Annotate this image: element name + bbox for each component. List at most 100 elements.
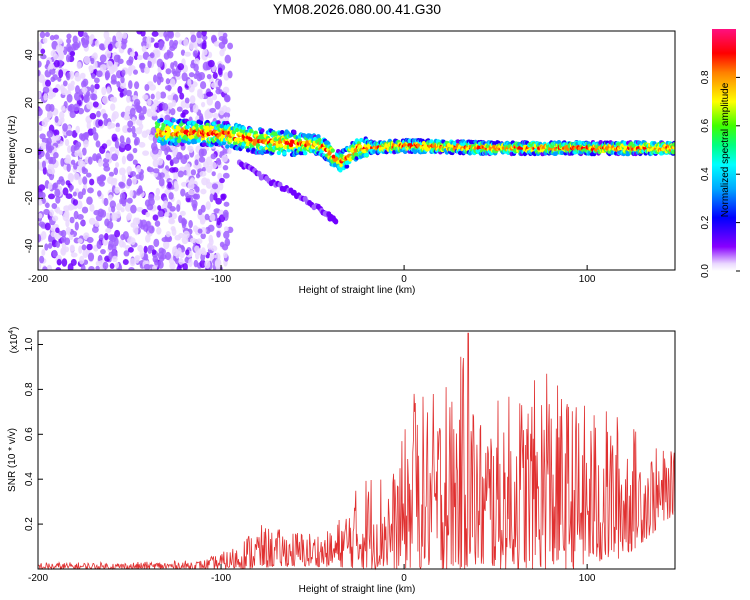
spectrogram-noise-cell xyxy=(202,48,208,56)
spectrogram-noise-cell xyxy=(90,84,95,94)
spectrogram-noise-cell xyxy=(60,105,66,112)
spectrogram-noise-cell xyxy=(210,34,217,43)
spectrogram-noise-cell xyxy=(141,45,147,53)
spectrogram-noise-cell xyxy=(204,213,210,221)
spectrogram-noise-cell xyxy=(133,69,138,75)
spectrogram-noise-cell xyxy=(194,159,199,166)
spectrogram-noise-cell xyxy=(43,208,50,215)
spectrogram-noise-cell xyxy=(111,212,117,221)
spectrogram-noise-cell xyxy=(127,247,134,253)
spectrogram-noise-cell xyxy=(206,91,214,97)
spectrogram-noise-cell xyxy=(192,50,198,58)
spectrogram-noise-cell xyxy=(141,105,147,115)
spectrogram-noise-cell xyxy=(223,252,228,259)
spectrogram-noise-cell xyxy=(144,66,150,74)
spectrogram-noise-cell xyxy=(55,44,63,54)
spectrogram-noise-cell xyxy=(94,39,100,47)
x-tick-label: -100 xyxy=(211,274,231,285)
spectrogram-noise-cell xyxy=(119,91,124,98)
spectrogram-noise-cell xyxy=(79,255,85,265)
spectrogram-noise-cell xyxy=(100,209,107,218)
spectrogram-noise-cell xyxy=(159,91,167,99)
spectrogram-noise-cell xyxy=(74,72,80,79)
spectrogram-noise-cell xyxy=(121,69,126,77)
spectrogram-noise-cell xyxy=(188,145,194,154)
x-tick-label: 100 xyxy=(579,274,596,285)
spectrogram-noise-cell xyxy=(134,226,139,236)
spectrogram-noise-cell xyxy=(188,220,193,229)
spectrogram-noise-cell xyxy=(177,63,185,71)
spectrogram-noise-cell xyxy=(96,240,102,249)
spectrogram-noise-cell xyxy=(225,96,231,103)
spectrogram-noise-cell xyxy=(45,151,50,160)
x-tick-label: -200 xyxy=(28,274,48,285)
spectrogram-noise-cell xyxy=(78,133,84,140)
spectrogram-noise-cell xyxy=(53,59,60,68)
spectrogram-noise-cell xyxy=(134,136,140,146)
spectrogram-band-cell xyxy=(245,148,251,153)
spectrogram-noise-cell xyxy=(122,32,128,39)
spectrogram-noise-cell xyxy=(142,150,150,156)
spectrogram-noise-cell xyxy=(44,243,49,251)
spectrogram-noise-cell xyxy=(126,153,134,162)
spectrogram-band-cell xyxy=(248,137,253,142)
spectrogram-noise-cell xyxy=(205,201,211,210)
spectrogram-noise-cell xyxy=(126,197,133,204)
spectrogram-noise-cell xyxy=(111,244,117,253)
spectrogram-noise-cell xyxy=(147,245,153,254)
spectrogram-noise-cell xyxy=(90,93,96,101)
spectrogram-noise-cell xyxy=(125,214,131,221)
spectrogram-noise-cell xyxy=(209,193,214,203)
spectrogram-noise-cell xyxy=(38,262,42,270)
spectrogram-noise-cell xyxy=(50,231,57,238)
spectrogram-noise-cell xyxy=(201,42,207,50)
spectrogram-noise-cell xyxy=(138,141,146,148)
spectrogram-noise-cell xyxy=(81,147,87,156)
spectrogram-noise-cell xyxy=(199,259,206,269)
spectrogram-noise-cell xyxy=(115,126,121,133)
spectrogram-noise-cell xyxy=(122,231,129,240)
spectrogram-noise-cell xyxy=(101,86,107,96)
spectrogram-band-cell xyxy=(169,135,174,140)
spectrogram-noise-cell xyxy=(179,92,185,100)
spectrogram-noise-cell xyxy=(110,74,117,83)
spectrogram-noise-cell xyxy=(39,255,45,264)
spectrogram-band-cell xyxy=(354,155,360,161)
spectrogram-noise-cell xyxy=(79,72,86,79)
spectrogram-noise-cell xyxy=(92,226,99,233)
spectrogram-noise-cell xyxy=(50,92,56,98)
spectrogram-noise-cell xyxy=(147,59,152,69)
spectrogram-noise-cell xyxy=(83,96,89,102)
spectrogram-noise-cell xyxy=(118,33,123,40)
spectrogram-noise-cell xyxy=(137,54,143,61)
spectrogram-band-cell xyxy=(303,151,308,156)
spectrogram-noise-cell xyxy=(135,127,143,135)
spectrogram-noise-cell xyxy=(112,35,117,45)
spectrogram-noise-cell xyxy=(189,95,196,104)
spectrogram-noise-cell xyxy=(209,253,216,259)
spectrogram-noise-cell xyxy=(46,110,53,119)
y-tick-label: 40 xyxy=(24,49,35,61)
spectrogram-noise-cell xyxy=(42,37,48,44)
spectrogram-band-cell xyxy=(282,151,287,156)
spectrogram-noise-cell xyxy=(175,250,180,259)
spectrogram-band-cell xyxy=(332,162,338,168)
spectrogram-noise-cell xyxy=(38,41,42,51)
spectrogram-noise-cell xyxy=(106,176,114,185)
spectrogram-noise-cell xyxy=(46,130,54,138)
spectrogram-noise-cell xyxy=(222,172,230,179)
spectrogram-noise-cell xyxy=(193,259,199,268)
spectrogram-noise-cell xyxy=(74,221,79,231)
spectrogram-noise-cell xyxy=(197,228,203,234)
spectrogram-noise-cell xyxy=(44,116,50,123)
spectrogram-noise-cell xyxy=(86,101,94,110)
spectrogram-noise-cell xyxy=(222,243,229,251)
spectrogram-noise-cell xyxy=(193,193,201,200)
spectrogram-noise-cell xyxy=(154,258,159,266)
spectrogram-noise-cell xyxy=(109,263,115,269)
spectrogram-noise-cell xyxy=(119,80,127,89)
spectrogram-noise-cell xyxy=(65,193,73,199)
spectrogram-noise-cell xyxy=(176,204,181,212)
spectrogram-noise-cell xyxy=(49,156,57,165)
spectrogram-noise-cell xyxy=(121,241,126,248)
